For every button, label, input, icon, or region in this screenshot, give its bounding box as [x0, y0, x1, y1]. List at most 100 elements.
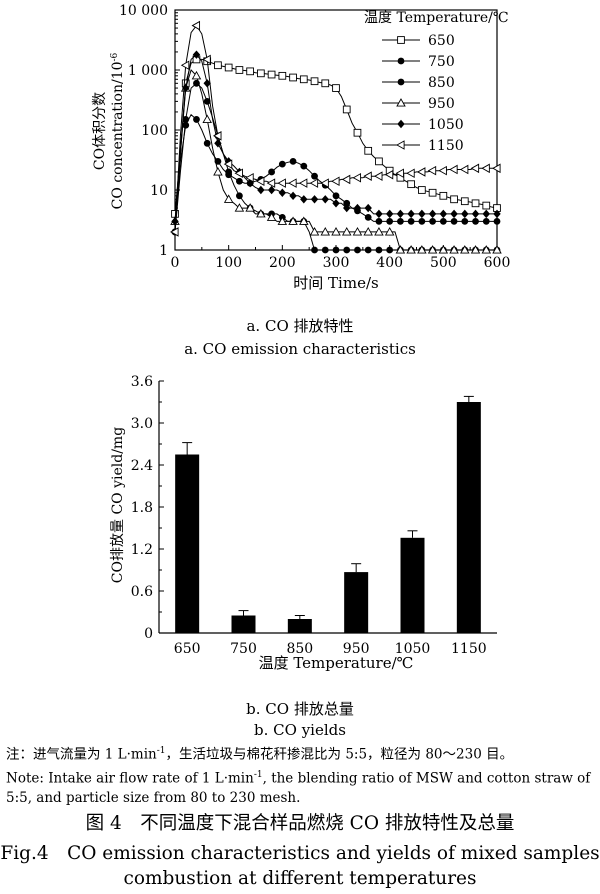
caption-a-en: a. CO emission characteristics [184, 340, 416, 358]
data-point-950 [417, 245, 427, 254]
data-point-1050 [450, 209, 458, 219]
data-point-950 [427, 245, 438, 254]
co-yield-chart: CO排放量 CO yield/mg 0 0.6 1.2 1.8 2.4 3.0 3.6 650… [110, 374, 497, 672]
y-tick-label: 1 000 [128, 63, 168, 79]
data-point-1150 [288, 178, 297, 188]
data-point-1050 [203, 79, 211, 88]
data-point-1150 [298, 178, 308, 188]
data-point-1150 [406, 168, 415, 179]
data-point-750 [236, 192, 243, 200]
data-point-850 [289, 157, 297, 165]
data-point-850 [193, 116, 200, 123]
data-point-850 [225, 171, 233, 179]
legend-marker-750 [397, 57, 405, 65]
data-point-850 [203, 139, 211, 147]
data-point-950 [213, 167, 223, 176]
data-point-950 [256, 208, 266, 218]
data-point-950 [266, 212, 277, 221]
data-point-950 [245, 203, 255, 212]
data-point-950 [384, 227, 395, 236]
data-point-850 [407, 217, 415, 225]
data-point-850 [386, 217, 394, 225]
data-point-750 [364, 246, 372, 254]
data-point-950 [341, 227, 352, 236]
data-point-1050 [182, 83, 190, 93]
data-point-1150 [384, 169, 394, 180]
data-point-1050 [461, 209, 469, 219]
data-point-950 [234, 203, 245, 212]
data-point-950 [470, 245, 481, 254]
data-point-950 [492, 245, 502, 254]
x-tick-label: 650 [174, 641, 201, 657]
legend-label-850: 850 [428, 75, 455, 91]
data-point-850 [332, 192, 340, 200]
data-point-1150 [449, 164, 458, 175]
data-point-1150 [374, 171, 383, 181]
legend-label-750: 750 [428, 54, 455, 70]
data-point-650 [224, 63, 233, 72]
y-tick-label: 100 [141, 123, 168, 139]
data-point-1150 [427, 165, 437, 176]
data-point-750 [321, 246, 329, 254]
data-point-950 [223, 194, 234, 203]
legend-marker-850 [397, 78, 405, 86]
y-tick-label: 1.8 [131, 500, 153, 516]
data-point-950 [363, 227, 373, 236]
data-point-1150 [180, 60, 190, 71]
bar-1150 [456, 402, 481, 633]
data-point-850 [311, 172, 318, 180]
bar-850 [287, 619, 312, 633]
data-point-950 [374, 227, 384, 236]
data-point-950 [202, 114, 212, 123]
data-point-1050 [257, 185, 265, 195]
data-point-850 [268, 168, 275, 176]
y-axis-label: CO排放量 CO yield/mg [110, 427, 126, 583]
data-point-1050 [278, 188, 287, 197]
data-point-1150 [352, 172, 362, 183]
caption-a-cn: a. CO 排放特性 [246, 317, 354, 335]
data-point-650 [321, 79, 330, 88]
legend-marker-950 [396, 98, 406, 107]
y-tick-label: 3.0 [131, 416, 153, 432]
data-point-1050 [493, 209, 501, 219]
data-point-1050 [310, 195, 319, 204]
data-point-750 [354, 246, 361, 254]
bar-650 [175, 454, 200, 633]
data-point-1050 [471, 209, 480, 219]
data-point-1150 [416, 167, 426, 177]
x-axis-label: 温度 Temperature/℃ [259, 654, 414, 672]
y-tick-label: 1 [159, 243, 168, 259]
data-point-850 [461, 217, 469, 225]
data-point-950 [320, 227, 331, 236]
data-point-950 [481, 245, 492, 254]
x-tick-label: 200 [269, 255, 296, 271]
x-tick-label: 1050 [395, 641, 431, 657]
data-point-650 [428, 188, 437, 197]
data-point-850 [418, 217, 426, 225]
data-point-850 [397, 217, 404, 225]
data-point-650 [235, 66, 244, 74]
x-tick-label: 0 [171, 255, 180, 271]
data-point-1150 [223, 159, 233, 169]
data-point-1050 [482, 209, 490, 219]
data-point-650 [460, 197, 469, 206]
data-point-850 [236, 177, 243, 185]
data-point-650 [289, 73, 297, 82]
legend-title: 温度 Temperature/℃ [364, 10, 509, 26]
data-point-650 [332, 84, 340, 92]
data-point-650 [407, 180, 415, 189]
data-point-1150 [481, 163, 490, 174]
figure-title-en-line2: combustion at different temperatures [123, 868, 477, 889]
figure-title-cn: 图 4 不同温度下混合样品燃烧 CO 排放特性及总量 [85, 813, 515, 834]
x-tick-label: 300 [323, 255, 350, 271]
data-point-950 [406, 245, 416, 254]
data-point-950 [460, 245, 470, 254]
data-point-650 [482, 201, 491, 210]
data-point-850 [493, 217, 501, 225]
data-point-950 [191, 70, 202, 80]
data-point-850 [450, 217, 458, 225]
legend-label-1150: 1150 [428, 138, 464, 154]
data-point-850 [364, 213, 372, 221]
data-point-1050 [267, 185, 276, 195]
legend-label-950: 950 [428, 96, 455, 112]
